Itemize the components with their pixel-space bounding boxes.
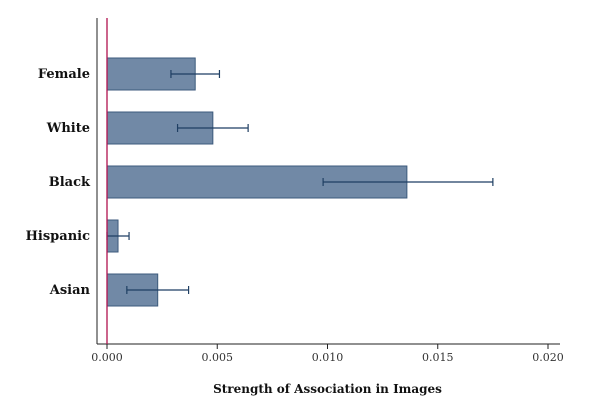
- category-label-asian: Asian: [49, 283, 91, 298]
- category-label-hispanic: Hispanic: [26, 229, 90, 244]
- x-axis-title: Strength of Association in Images: [213, 382, 442, 396]
- x-tick-label: 0.005: [202, 351, 234, 364]
- x-tick-label: 0.000: [91, 351, 123, 364]
- category-labels-group: Female White Black Hispanic Asian: [26, 67, 91, 298]
- category-label-female: Female: [38, 67, 90, 82]
- category-label-black: Black: [49, 175, 91, 190]
- error-bar-black: [322, 178, 494, 186]
- bars-group: [106, 57, 494, 307]
- x-tick-label: 0.010: [312, 351, 344, 364]
- x-tick-label: 0.015: [422, 351, 454, 364]
- error-bar-female: [170, 70, 221, 78]
- x-ticks-group: 0.000 0.005 0.010 0.015 0.020: [91, 344, 564, 364]
- x-tick-label: 0.020: [532, 351, 564, 364]
- error-bar-white: [176, 124, 249, 132]
- category-label-white: White: [46, 121, 90, 136]
- error-bar-asian: [126, 286, 190, 294]
